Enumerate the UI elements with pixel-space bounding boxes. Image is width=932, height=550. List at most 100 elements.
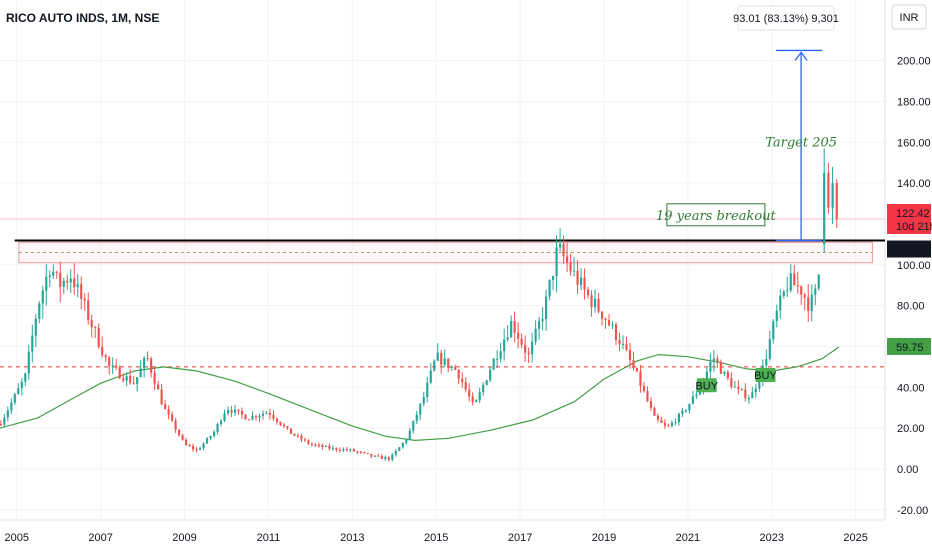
candle-body — [366, 452, 369, 454]
candle-body — [240, 411, 244, 415]
candle-body — [293, 433, 296, 436]
x-tick-label: 2013 — [340, 532, 364, 544]
candle-body — [751, 392, 754, 399]
candle-body — [823, 172, 826, 245]
candle-body — [793, 273, 796, 286]
ma-badge-value: 59.75 — [896, 342, 924, 354]
candle-body — [747, 398, 750, 400]
measure-box — [737, 5, 835, 31]
candle-body — [289, 428, 293, 434]
candle-body — [150, 358, 153, 373]
candle-body — [20, 381, 23, 389]
candle-body — [387, 457, 390, 460]
candle-body — [10, 402, 13, 411]
candle-body — [803, 294, 806, 298]
candle-body — [625, 343, 628, 351]
candle-body — [335, 447, 338, 450]
x-tick-label: 2025 — [843, 532, 867, 544]
candle-body — [188, 444, 191, 447]
candle-body — [614, 324, 618, 340]
candle-body — [433, 360, 436, 371]
candle-body — [97, 328, 100, 348]
candle-body — [814, 288, 817, 295]
candle-body — [705, 371, 708, 382]
candle-body — [562, 244, 565, 257]
candle-body — [656, 415, 660, 420]
candle-body — [691, 396, 694, 404]
candle-body — [251, 415, 254, 420]
candle-body — [737, 386, 740, 389]
candle-body — [492, 359, 495, 370]
candle-body — [331, 447, 334, 449]
candle-body — [328, 446, 331, 449]
candle-body — [489, 369, 492, 381]
candle-body — [401, 442, 404, 448]
candle-body — [709, 361, 712, 372]
candle-body — [496, 358, 499, 360]
candle-body — [765, 358, 768, 366]
breakout-zone — [18, 241, 873, 264]
candle-body — [338, 449, 341, 451]
candle-body — [212, 431, 216, 437]
candle-body — [835, 183, 838, 220]
candle-body — [272, 414, 275, 419]
candle-body — [167, 409, 170, 415]
y-tick-label: -20.00 — [897, 505, 928, 517]
candle-body — [122, 378, 125, 381]
candle-body — [282, 424, 286, 427]
candle-body — [412, 420, 415, 431]
candle-body — [768, 339, 771, 359]
candle-body — [642, 385, 646, 392]
candle-body — [307, 440, 310, 444]
currency-button[interactable] — [891, 4, 927, 30]
candle-body — [90, 319, 93, 328]
candle-body — [143, 358, 146, 369]
candle-body — [185, 439, 188, 445]
candle-body — [558, 244, 562, 248]
candle-body — [384, 457, 387, 459]
candle-body — [398, 447, 401, 451]
candle-body — [754, 388, 757, 393]
candle-body — [73, 278, 76, 288]
candle-body — [94, 327, 97, 329]
candle-body — [506, 337, 509, 340]
candle-body — [3, 417, 6, 425]
y-tick-label: 20.00 — [897, 423, 925, 435]
candle-body — [314, 444, 317, 446]
candle-body — [38, 303, 41, 319]
candle-body — [52, 271, 55, 276]
candle-body — [440, 352, 443, 365]
candle-body — [202, 443, 205, 449]
candle-body — [443, 358, 446, 365]
candle-body — [429, 370, 432, 383]
candle-body — [254, 415, 258, 418]
y-tick-label: 200.00 — [897, 56, 931, 68]
candle-body — [527, 352, 530, 355]
candle-body — [223, 413, 226, 421]
candle-body — [66, 280, 69, 283]
candle-body — [55, 271, 58, 273]
candle-body — [677, 413, 681, 423]
candle-body — [688, 403, 691, 411]
x-tick-label: 2007 — [88, 532, 112, 544]
candle-body — [244, 414, 247, 420]
close-badge — [887, 240, 931, 258]
candle-body — [310, 443, 314, 445]
candle-body — [342, 449, 345, 451]
candle-body — [104, 355, 107, 358]
candle-body — [83, 298, 86, 301]
price-badge — [887, 204, 931, 235]
candle-body — [663, 422, 667, 426]
breakout-box — [666, 203, 766, 227]
x-tick-label: 2015 — [424, 532, 448, 544]
candle-body — [464, 382, 467, 390]
candle-body — [517, 332, 520, 339]
target-label: Target 205 — [765, 135, 837, 150]
candle-body — [604, 318, 607, 321]
candle-body — [475, 400, 478, 402]
candle-body — [230, 410, 233, 413]
candle-body — [579, 277, 583, 285]
candle-body — [618, 339, 621, 345]
